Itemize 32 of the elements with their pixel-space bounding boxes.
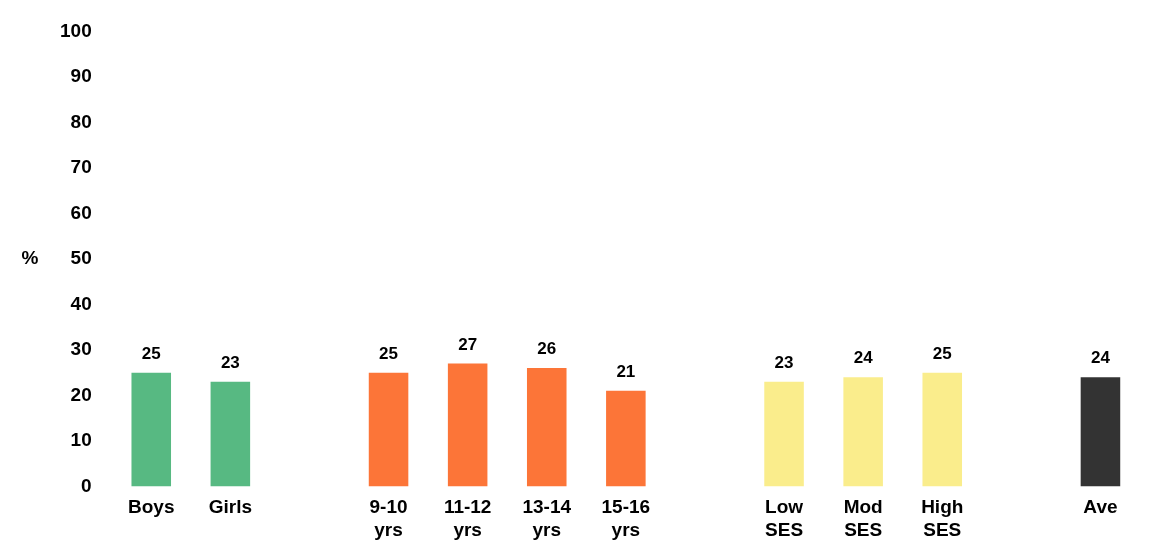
data-label: 25 (932, 343, 952, 363)
y-tick-label: 40 (70, 292, 92, 314)
y-tick-label: 50 (70, 247, 92, 269)
data-label: 24 (853, 348, 874, 368)
y-tick-label: 100 (60, 19, 92, 41)
x-tick-label: Mod SES (843, 496, 883, 540)
data-label: 26 (537, 339, 557, 359)
data-label: 23 (220, 352, 240, 372)
data-label: 27 (458, 334, 478, 354)
y-tick-label: 60 (70, 201, 92, 223)
x-tick-label: Low SES (765, 496, 804, 540)
y-tick-label: 90 (70, 65, 92, 87)
data-label: 23 (774, 352, 794, 372)
data-label: 21 (616, 362, 636, 382)
x-tick-label: High SES (921, 496, 964, 540)
x-tick-label: 9-10 yrs (369, 496, 408, 540)
y-tick-label: 20 (70, 383, 92, 405)
x-tick-label: Boys (128, 496, 175, 518)
x-tick-label: 13-14 yrs (522, 496, 572, 540)
y-tick-label: 0 (81, 474, 92, 496)
x-tick-label: 11-12 yrs (443, 496, 492, 540)
data-label: 25 (379, 343, 399, 363)
y-tick-label: 10 (70, 429, 92, 451)
y-tick-label: 80 (70, 110, 92, 132)
y-axis-title: % (21, 247, 39, 269)
data-label: 25 (141, 343, 161, 363)
y-tick-label: 30 (70, 338, 92, 360)
x-tick-label: Girls (208, 496, 253, 518)
x-tick-label: Ave (1083, 496, 1118, 518)
y-tick-label: 70 (70, 156, 92, 178)
x-tick-label: 15-16 yrs (601, 496, 651, 540)
data-label: 24 (1090, 348, 1111, 368)
